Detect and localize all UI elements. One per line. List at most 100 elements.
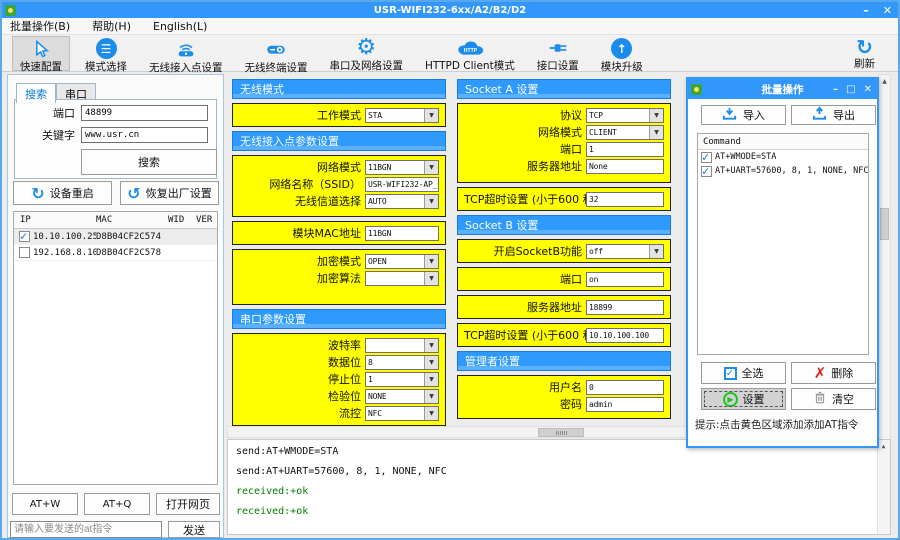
at-q-button[interactable]: AT+Q (84, 493, 150, 515)
block-socket-b-enable[interactable]: 开启SocketB功能 off (457, 239, 671, 263)
import-icon (722, 106, 737, 124)
select-all-button[interactable]: ✓ 全选 (701, 362, 786, 384)
scroll-up-arrow[interactable]: ▲ (878, 440, 889, 452)
block-ap-params[interactable]: 网络模式 11BGN 网络名称（SSID） USR-WIFI232-AP_C57… (232, 155, 446, 217)
menu-help[interactable]: 帮助(H) (92, 18, 131, 34)
toolbar-quick-config[interactable]: 快速配置 (12, 36, 70, 71)
stop-bits-select[interactable]: 1 (365, 372, 439, 387)
import-button[interactable]: 导入 (701, 105, 786, 125)
password-input[interactable]: admin (586, 397, 664, 412)
batch-minimize-button[interactable]: – (833, 84, 838, 95)
table-row[interactable]: 192.168.8.104 D8B04CF2C578 (14, 245, 217, 261)
block-serial-params[interactable]: 波特率 数据位 8 停止位 1 检验位 NONE 流控 NFC (232, 333, 446, 426)
socket-a-mode-select[interactable]: CLIENT (586, 125, 664, 140)
socket-b-port-input[interactable]: on (586, 272, 664, 287)
toolbar-module-upgrade[interactable]: ↑ 模块升级 (594, 36, 650, 71)
menu-batch-operations[interactable]: 批量操作(B) (10, 18, 70, 34)
socket-a-timeout-label: TCP超时设置 (小于600 秒) (464, 191, 582, 207)
toolbar-wireless-terminal-settings[interactable]: 无线终端设置 (238, 36, 315, 71)
send-button[interactable]: 发送 (168, 521, 220, 538)
delete-button[interactable]: ✗ 删除 (791, 362, 876, 384)
socket-b-timeout-input[interactable]: 10.10.100.100 (586, 328, 664, 343)
batch-close-button[interactable]: ✕ (864, 84, 872, 95)
delete-icon: ✗ (814, 364, 827, 382)
minimize-button[interactable]: – (863, 4, 869, 17)
encryption-mode-select[interactable]: OPEN (365, 254, 439, 269)
port-input[interactable] (81, 105, 208, 121)
close-button[interactable]: ✕ (883, 4, 892, 17)
upgrade-icon: ↑ (611, 38, 632, 59)
block-module-mac[interactable]: 模块MAC地址 11BGN (232, 221, 446, 245)
baud-rate-select[interactable] (365, 338, 439, 353)
open-webpage-button[interactable]: 打开网页 (156, 493, 220, 515)
block-encryption[interactable]: 加密模式 OPEN 加密算法 (232, 249, 446, 305)
table-row[interactable]: 10.10.100.254 D8B04CF2C574 (14, 229, 217, 245)
toolbar-httpd-client-mode[interactable]: HTTP HTTPD Client模式 (418, 36, 522, 71)
socket-a-timeout-input[interactable]: 32 (586, 192, 664, 207)
data-bits-select[interactable]: 8 (365, 355, 439, 370)
toolbar-interface-settings[interactable]: 接口设置 (530, 36, 586, 71)
channel-label: 无线信道选择 (239, 193, 361, 209)
batch-title-bar: 批量操作 – □ ✕ (688, 79, 877, 99)
menu-english[interactable]: English(L) (153, 20, 207, 33)
factory-reset-button[interactable]: ↺ 恢复出厂设置 (120, 181, 219, 205)
list-item[interactable]: AT+UART=57600, 8, 1, NONE, NFC (698, 164, 868, 178)
channel-select[interactable]: AUTO (365, 194, 439, 209)
export-button[interactable]: 导出 (791, 105, 876, 125)
at-command-input[interactable] (10, 521, 162, 538)
list-item[interactable]: AT+WMODE=STA (698, 150, 868, 164)
flow-control-select[interactable]: NFC (365, 406, 439, 421)
horizontal-scrollbar-thumb[interactable] (538, 428, 584, 437)
block-socket-b-port[interactable]: 端口 on (457, 267, 671, 291)
chevron-down-icon (424, 161, 438, 174)
at-w-button[interactable]: AT+W (12, 493, 78, 515)
command-checkbox[interactable] (701, 166, 712, 177)
tab-search[interactable]: 搜索 (16, 83, 56, 103)
block-socket-b-timeout[interactable]: TCP超时设置 (小于600 秒) 10.10.100.100 (457, 323, 671, 347)
socket-a-mode-label: 网络模式 (464, 124, 582, 140)
flow-control-label: 流控 (239, 405, 361, 421)
device-checkbox[interactable] (19, 231, 30, 242)
device-checkbox[interactable] (19, 247, 30, 258)
block-socket-a-timeout[interactable]: TCP超时设置 (小于600 秒) 32 (457, 187, 671, 211)
block-socket-a[interactable]: 协议 TCP 网络模式 CLIENT 端口 1 服务器地址 None (457, 103, 671, 183)
keyword-input[interactable] (81, 127, 208, 143)
vertical-scrollbar[interactable]: ▲ ▼ (878, 74, 891, 452)
device-reboot-button[interactable]: ↻ 设备重启 (13, 181, 112, 205)
command-list: Command AT+WMODE=STA AT+UART=57600, 8, 1… (697, 133, 869, 355)
command-checkbox[interactable] (701, 152, 712, 163)
set-button[interactable]: ▶ 设置 (701, 388, 786, 410)
scroll-up-arrow[interactable]: ▲ (879, 75, 890, 87)
log-line: received:+ok (236, 486, 882, 506)
block-socket-b-server[interactable]: 服务器地址 18899 (457, 295, 671, 319)
chevron-down-icon (424, 272, 438, 285)
parity-select[interactable]: NONE (365, 389, 439, 404)
search-button[interactable]: 搜索 (81, 149, 217, 175)
socket-a-port-input[interactable]: 1 (586, 142, 664, 157)
block-admin[interactable]: 用户名 0 密码 admin (457, 375, 671, 419)
socket-b-enable-select[interactable]: off (586, 244, 664, 259)
encryption-algorithm-select[interactable] (365, 271, 439, 286)
work-mode-select[interactable]: STA (365, 108, 439, 123)
trash-icon (813, 390, 827, 408)
network-mode-select[interactable]: 11BGN (365, 160, 439, 175)
toolbar-wireless-ap-settings[interactable]: 无线接入点设置 (142, 36, 230, 71)
play-icon: ▶ (723, 392, 738, 407)
username-input[interactable]: 0 (586, 380, 664, 395)
log-scrollbar[interactable]: ▲ (877, 440, 890, 534)
title-bar: USR-WIFI232-6xx/A2/B2/D2 – ✕ (2, 2, 898, 18)
batch-maximize-button[interactable]: □ (846, 84, 855, 95)
socket-b-server-input[interactable]: 18899 (586, 300, 664, 315)
vertical-scrollbar-thumb[interactable] (880, 208, 889, 240)
mode-select-icon: ☰ (96, 38, 117, 59)
toolbar-serial-network-settings[interactable]: ⚙ 串口及网络设置 (323, 36, 411, 71)
svg-text:HTTP: HTTP (464, 48, 478, 54)
toolbar-mode-select[interactable]: ☰ 模式选择 (78, 36, 134, 71)
module-mac-input[interactable]: 11BGN (365, 226, 439, 241)
toolbar-refresh[interactable]: ↻ 刷新 (847, 36, 882, 71)
clear-button[interactable]: 清空 (791, 388, 876, 410)
ssid-input[interactable]: USR-WIFI232-AP_C574 (365, 177, 439, 192)
socket-a-server-input[interactable]: None (586, 159, 664, 174)
block-wireless-mode[interactable]: 工作模式 STA (232, 103, 446, 127)
protocol-select[interactable]: TCP (586, 108, 664, 123)
